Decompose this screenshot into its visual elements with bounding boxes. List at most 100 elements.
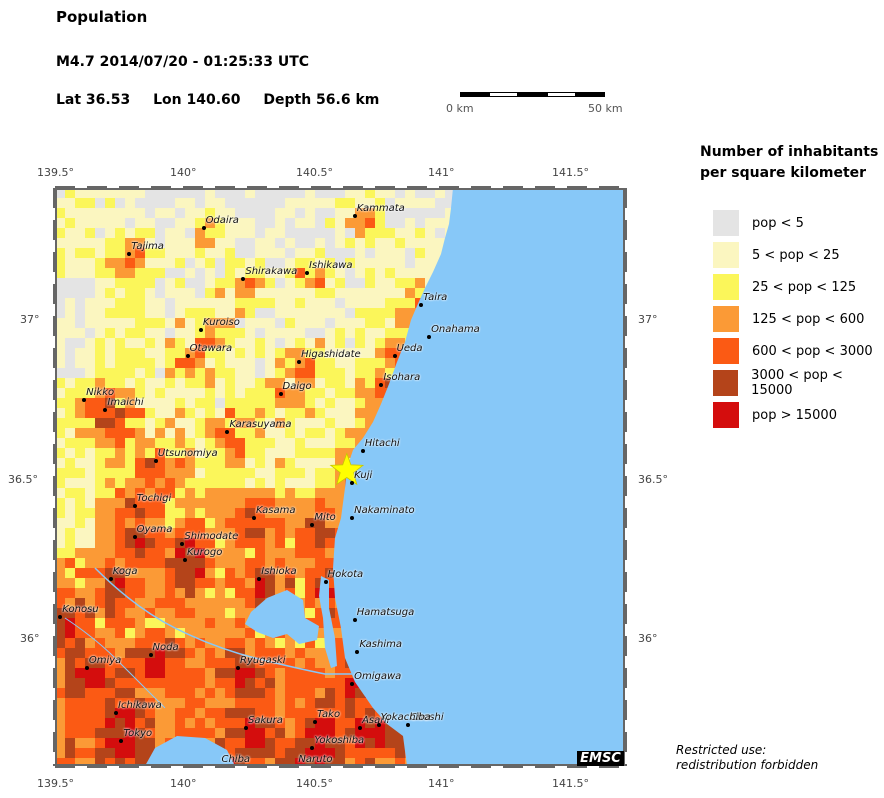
population-cell	[245, 298, 255, 308]
population-cell	[275, 548, 285, 558]
population-cell	[355, 708, 365, 718]
population-cell	[305, 748, 315, 758]
city-label: Omiya	[88, 654, 122, 666]
population-cell	[385, 738, 395, 748]
population-cell	[215, 668, 225, 678]
population-cell	[325, 378, 335, 388]
population-cell	[115, 338, 125, 348]
population-cell	[265, 758, 275, 766]
population-cell	[255, 298, 265, 308]
population-cell	[395, 278, 405, 288]
population-cell	[275, 468, 285, 478]
population-cell	[235, 238, 245, 248]
population-cell	[195, 528, 205, 538]
population-cell	[215, 448, 225, 458]
population-cell	[315, 188, 325, 198]
population-cell	[115, 718, 125, 728]
population-cell	[365, 398, 375, 408]
population-cell	[205, 368, 215, 378]
population-cell	[185, 718, 195, 728]
population-cell	[385, 198, 395, 208]
city-dot	[153, 458, 158, 463]
population-cell	[325, 588, 335, 598]
population-cell	[355, 428, 365, 438]
population-cell	[145, 628, 155, 638]
population-cell	[265, 578, 275, 588]
population-cell	[255, 488, 265, 498]
population-cell	[215, 228, 225, 238]
population-cell	[155, 678, 165, 688]
population-cell	[365, 408, 375, 418]
population-map[interactable]: Kammata Odaira Tajima Shirakawa Ishikawa Tair…	[55, 188, 625, 766]
population-cell	[355, 418, 365, 428]
population-cell	[135, 508, 145, 518]
population-cell	[75, 688, 85, 698]
population-cell	[305, 238, 315, 248]
population-cell	[255, 208, 265, 218]
population-cell	[235, 618, 245, 628]
population-cell	[195, 348, 205, 358]
population-cell	[255, 398, 265, 408]
population-cell	[285, 488, 295, 498]
city-label: Karasuyama	[229, 419, 292, 431]
population-cell	[295, 518, 305, 528]
population-cell	[325, 598, 335, 608]
population-cell	[205, 568, 215, 578]
population-cell	[65, 718, 75, 728]
population-cell	[135, 448, 145, 458]
population-cell	[155, 728, 165, 738]
population-cell	[225, 608, 235, 618]
population-cell	[415, 228, 425, 238]
population-cell	[365, 248, 375, 258]
population-cell	[195, 318, 205, 328]
pacific-ocean	[333, 188, 625, 766]
population-cell	[365, 278, 375, 288]
population-cell	[275, 368, 285, 378]
population-cell	[265, 308, 275, 318]
population-cell	[315, 348, 325, 358]
population-cell	[165, 618, 175, 628]
population-cell	[275, 508, 285, 518]
population-cell	[415, 188, 425, 198]
population-cell	[295, 688, 305, 698]
city-label: Tajima	[131, 240, 164, 252]
population-cell	[275, 418, 285, 428]
population-cell	[125, 708, 135, 718]
population-cell	[255, 268, 265, 278]
population-cell	[295, 338, 305, 348]
population-cell	[395, 318, 405, 328]
population-cell	[345, 428, 355, 438]
population-cell	[205, 718, 215, 728]
population-cell	[325, 558, 335, 568]
population-cell	[215, 338, 225, 348]
population-cell	[255, 638, 265, 648]
population-cell	[65, 388, 75, 398]
population-cell	[225, 278, 235, 288]
population-cell	[375, 368, 385, 378]
population-cell	[215, 568, 225, 578]
city-dot	[244, 726, 249, 731]
epicenter-star[interactable]	[329, 452, 365, 486]
population-cell	[325, 258, 335, 268]
population-cell	[255, 558, 265, 568]
population-cell	[135, 698, 145, 708]
population-cell	[185, 438, 195, 448]
population-cell	[205, 328, 215, 338]
population-cell	[255, 708, 265, 718]
population-cell	[305, 348, 315, 358]
population-cell	[415, 208, 425, 218]
population-cell	[235, 688, 245, 698]
population-cell	[215, 688, 225, 698]
population-cell	[365, 368, 375, 378]
population-cell	[85, 708, 95, 718]
city-label: Choshi	[409, 712, 444, 724]
population-cell	[225, 368, 235, 378]
population-cell	[275, 748, 285, 758]
population-cell	[105, 428, 115, 438]
population-cell	[245, 708, 255, 718]
population-cell	[85, 608, 95, 618]
population-cell	[225, 728, 235, 738]
population-cell	[95, 738, 105, 748]
population-cell	[235, 188, 245, 198]
population-cell	[245, 208, 255, 218]
